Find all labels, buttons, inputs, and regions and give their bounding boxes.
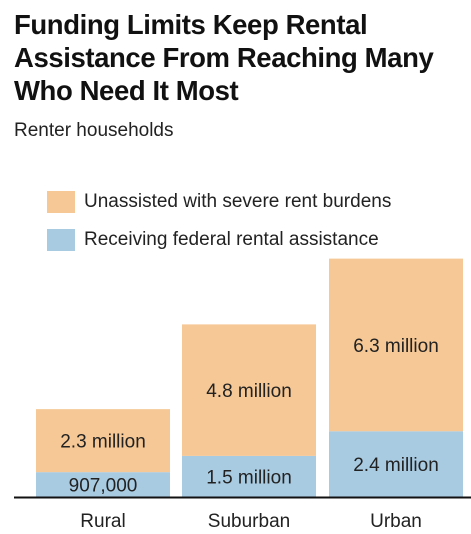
bar-urban-unassisted (329, 258, 463, 432)
chart-subtitle: Renter households (14, 120, 174, 141)
bar-suburban-assisted (182, 455, 316, 497)
legend-swatch-assisted (47, 229, 75, 251)
legend: Unassisted with severe rent burdens Rece… (47, 183, 447, 259)
data-label-urban-assisted: 2.4 million (353, 455, 439, 476)
data-label-urban-unassisted: 6.3 million (353, 336, 439, 357)
data-label-rural-assisted: 907,000 (69, 476, 138, 497)
data-label-suburban-assisted: 1.5 million (206, 467, 292, 488)
bar-suburban-unassisted (182, 324, 316, 456)
legend-label-assisted: Receiving federal rental assistance (84, 229, 379, 250)
x-tick-label-rural: Rural (80, 511, 125, 532)
legend-item-assisted: Receiving federal rental assistance (47, 221, 447, 259)
chart-title: Funding Limits Keep Rental Assistance Fr… (14, 9, 434, 106)
data-label-rural-unassisted: 2.3 million (60, 432, 146, 453)
x-tick-label-urban: Urban (370, 511, 422, 532)
bar-rural-unassisted (36, 409, 170, 473)
legend-swatch-unassisted (47, 191, 75, 213)
x-tick-label-suburban: Suburban (208, 511, 290, 532)
bar-rural-assisted (36, 472, 170, 497)
data-label-suburban-unassisted: 4.8 million (206, 381, 292, 402)
bar-urban-assisted (329, 431, 463, 497)
legend-label-unassisted: Unassisted with severe rent burdens (84, 191, 392, 212)
legend-item-unassisted: Unassisted with severe rent burdens (47, 183, 447, 221)
